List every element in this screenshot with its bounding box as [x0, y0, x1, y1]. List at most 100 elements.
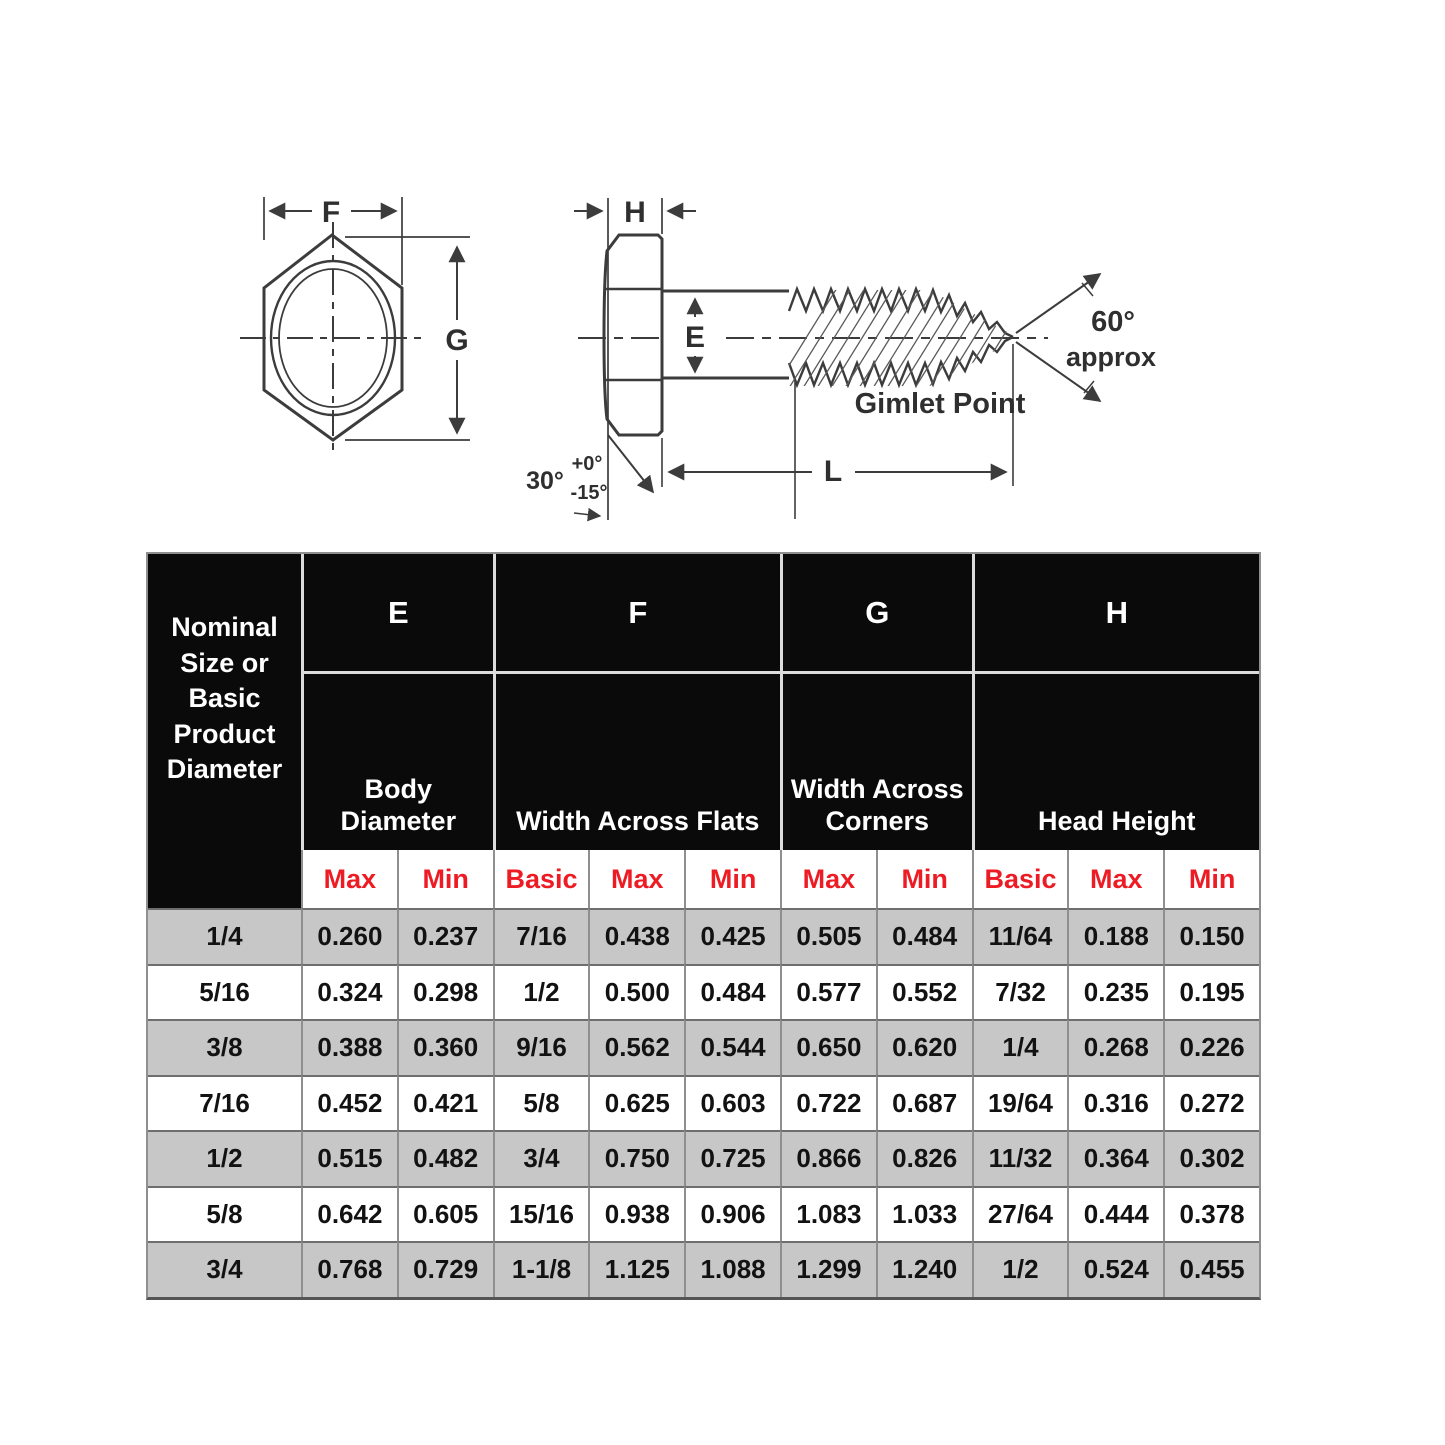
- table-cell: 0.768: [301, 1241, 397, 1297]
- table-cell: 1-1/8: [492, 1241, 589, 1297]
- shank-lines: [662, 289, 789, 380]
- head-facet-lines: [605, 287, 662, 382]
- thread-bottom-profile: [787, 335, 1014, 389]
- section-title-width-across-corners: Width Across Corners: [780, 674, 972, 850]
- row-size: 1/4: [148, 908, 301, 964]
- subheader: Basic: [971, 850, 1068, 908]
- lag-screw-diagram: F G H E L 60° approx Gimlet Point 30° +0…: [240, 196, 1156, 522]
- table-cell: 11/32: [971, 1130, 1068, 1186]
- table-cell: 0.687: [875, 1074, 972, 1130]
- table-cell: 19/64: [971, 1074, 1068, 1130]
- table-cell: 0.524: [1067, 1241, 1164, 1297]
- section-title-width-across-flats: Width Across Flats: [492, 674, 780, 850]
- point-angle-upper: [1015, 273, 1102, 334]
- table-cell: 0.906: [684, 1185, 780, 1241]
- label-plus0: +0°: [572, 453, 603, 475]
- table-cell: 0.268: [1067, 1019, 1164, 1075]
- subheader: Min: [684, 850, 780, 908]
- table-cell: 0.603: [684, 1074, 780, 1130]
- table-cell: 0.452: [301, 1074, 397, 1130]
- section-letter-f: F: [492, 554, 780, 674]
- row-size: 3/8: [148, 1019, 301, 1075]
- table-cell: 0.364: [1067, 1130, 1164, 1186]
- table-cell: 3/4: [492, 1130, 589, 1186]
- section-letter-g: G: [780, 554, 972, 674]
- table-cell: 1.083: [780, 1185, 876, 1241]
- table-cell: 7/16: [492, 908, 589, 964]
- g-witness-lines: [345, 236, 470, 441]
- table-cell: 0.272: [1163, 1074, 1259, 1130]
- table-cell: 1/2: [971, 1241, 1068, 1297]
- table-cell: 1.240: [875, 1241, 972, 1297]
- table-cell: 15/16: [492, 1185, 589, 1241]
- table-cell: 0.298: [396, 963, 493, 1019]
- table-cell: 0.562: [588, 1019, 685, 1075]
- table-cell: 0.729: [396, 1241, 493, 1297]
- table-cell: 0.388: [301, 1019, 397, 1075]
- dim-label-g: G: [445, 324, 468, 357]
- table-cell: 0.505: [780, 908, 876, 964]
- table-cell: 0.421: [396, 1074, 493, 1130]
- dimension-table: Nominal Size or Basic Product Diameter E…: [146, 552, 1261, 1300]
- subheader: Min: [875, 850, 972, 908]
- row-size: 3/4: [148, 1241, 301, 1297]
- row-size: 7/16: [148, 1074, 301, 1130]
- label-30deg: 30°: [526, 467, 564, 495]
- hex-head-front-view: [240, 197, 470, 452]
- table-cell: 0.237: [396, 908, 493, 964]
- row-size: 1/2: [148, 1130, 301, 1186]
- table-cell: 1.088: [684, 1241, 780, 1297]
- table-cell: 27/64: [971, 1185, 1068, 1241]
- table-cell: 11/64: [971, 908, 1068, 964]
- table-cell: 0.378: [1163, 1185, 1259, 1241]
- subheader: Min: [1163, 850, 1259, 908]
- table-cell: 0.620: [875, 1019, 972, 1075]
- table-cell: 9/16: [492, 1019, 589, 1075]
- table-cell: 0.360: [396, 1019, 493, 1075]
- table-cell: 0.750: [588, 1130, 685, 1186]
- thread-top-profile: [787, 285, 1014, 339]
- table-cell: 1/2: [492, 963, 589, 1019]
- table-cell: 0.482: [396, 1130, 493, 1186]
- section-title-body-diameter: Body Diameter: [301, 674, 493, 850]
- dim-label-h: H: [624, 196, 646, 229]
- table-cell: 0.484: [684, 963, 780, 1019]
- subheader: Basic: [492, 850, 589, 908]
- table-cell: 0.722: [780, 1074, 876, 1130]
- hexagon-outline: [262, 233, 404, 442]
- row-size: 5/8: [148, 1185, 301, 1241]
- subheader: Min: [396, 850, 493, 908]
- table-cell: 1/4: [971, 1019, 1068, 1075]
- table-cell: 0.605: [396, 1185, 493, 1241]
- table-cell: 0.577: [780, 963, 876, 1019]
- table-cell: 1.033: [875, 1185, 972, 1241]
- table-cell: 0.260: [301, 908, 397, 964]
- subheader: Max: [588, 850, 685, 908]
- table-cell: 0.150: [1163, 908, 1259, 964]
- table-cell: 0.938: [588, 1185, 685, 1241]
- dim-label-l: L: [824, 455, 842, 488]
- head-outline: [602, 233, 664, 437]
- table-cell: 0.455: [1163, 1241, 1259, 1297]
- corner-header: Nominal Size or Basic Product Diameter: [148, 554, 301, 908]
- table-cell: 0.444: [1067, 1185, 1164, 1241]
- subheader: Max: [780, 850, 876, 908]
- subheader: Max: [301, 850, 397, 908]
- table-cell: 5/8: [492, 1074, 589, 1130]
- table-cell: 0.302: [1163, 1130, 1259, 1186]
- table-cell: 0.866: [780, 1130, 876, 1186]
- table-cell: 0.195: [1163, 963, 1259, 1019]
- table-cell: 1.299: [780, 1241, 876, 1297]
- dim-label-f: F: [322, 196, 340, 229]
- subheader: Max: [1067, 850, 1164, 908]
- table-cell: 0.425: [684, 908, 780, 964]
- point-angle-ticks: [1081, 282, 1095, 394]
- thread-hatching: [789, 290, 1013, 386]
- chamfer-leader-arrow: [573, 507, 602, 522]
- label-60deg: 60°: [1091, 306, 1135, 338]
- table-cell: 0.438: [588, 908, 685, 964]
- table-cell: 0.544: [684, 1019, 780, 1075]
- table-cell: 0.650: [780, 1019, 876, 1075]
- table-cell: 0.324: [301, 963, 397, 1019]
